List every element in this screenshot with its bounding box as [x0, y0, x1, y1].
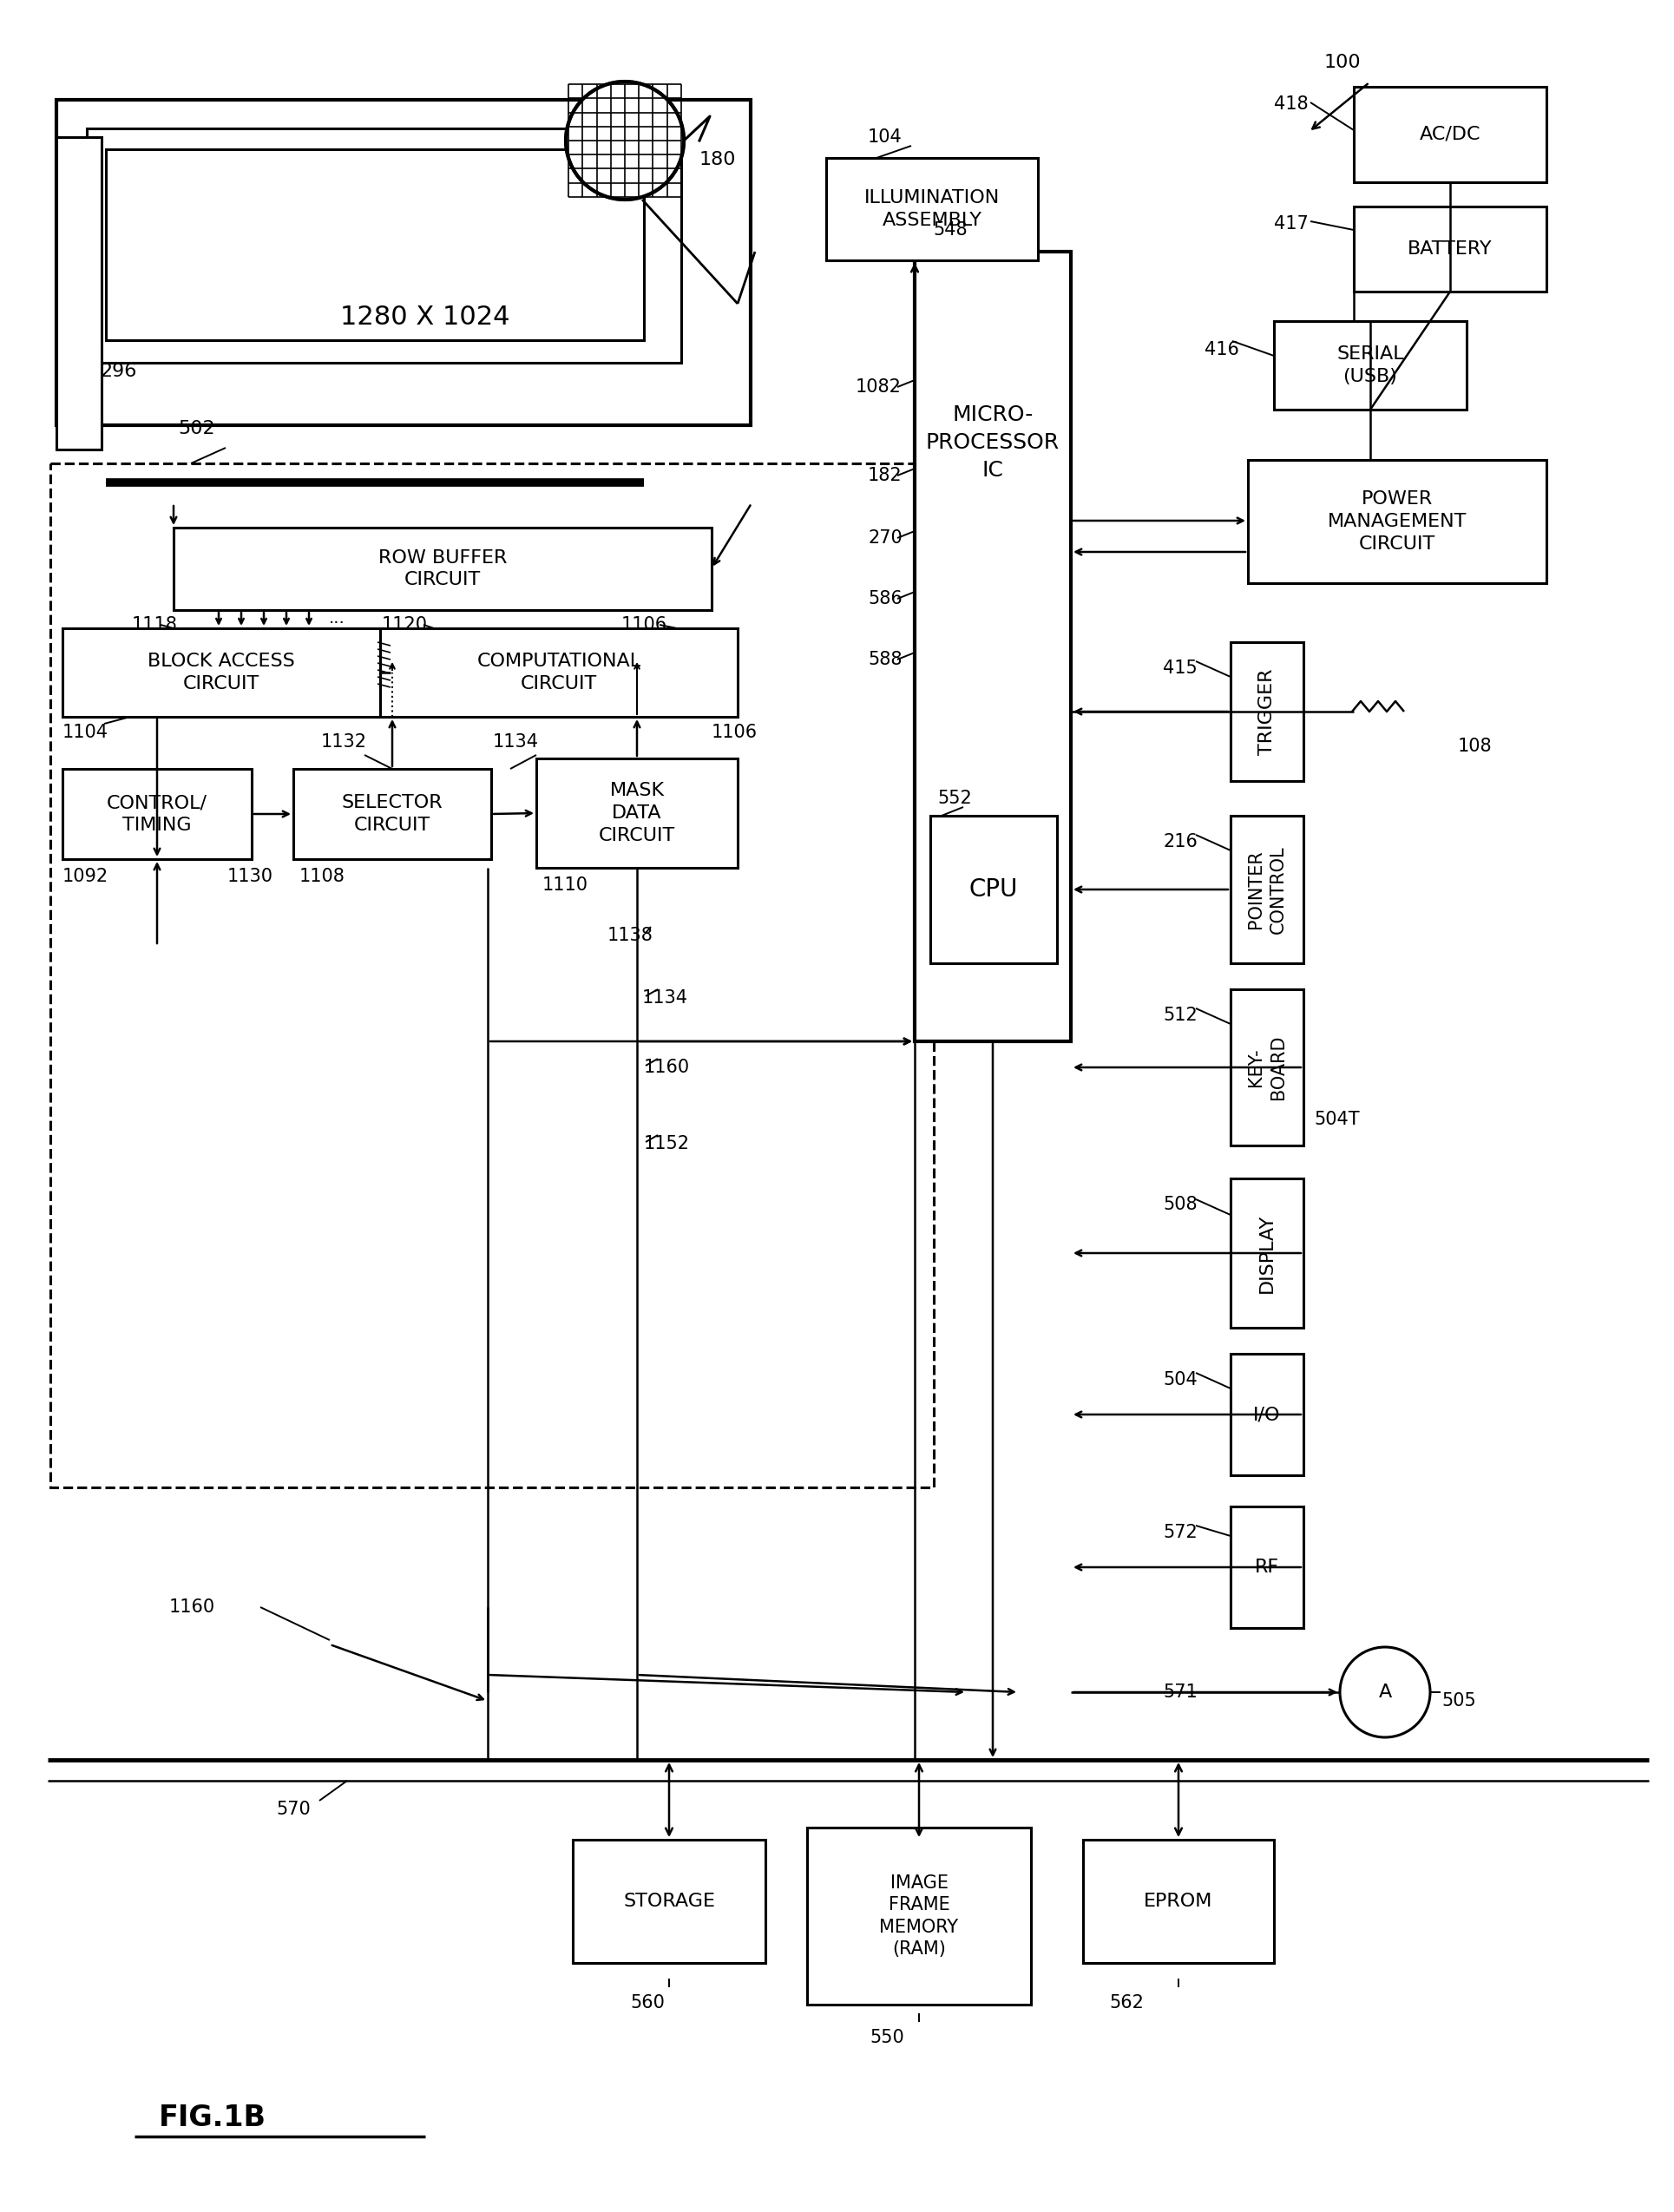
- Text: 417: 417: [1274, 215, 1309, 232]
- Text: 104: 104: [867, 128, 902, 146]
- Bar: [293, 770, 490, 858]
- Bar: [57, 100, 750, 425]
- Bar: [1274, 321, 1466, 409]
- Text: 418: 418: [1274, 95, 1309, 113]
- Text: MICRO-
PROCESSOR
IC: MICRO- PROCESSOR IC: [926, 405, 1060, 480]
- Text: 571: 571: [1163, 1683, 1197, 1701]
- Text: POWER
MANAGEMENT
CIRCUIT: POWER MANAGEMENT CIRCUIT: [1327, 491, 1466, 553]
- Text: 1134: 1134: [492, 734, 539, 750]
- Text: DISPLAY: DISPLAY: [1259, 1214, 1276, 1292]
- Text: 1106: 1106: [711, 723, 758, 741]
- Text: 572: 572: [1163, 1524, 1197, 1542]
- Bar: [1230, 989, 1304, 1146]
- Text: BATTERY: BATTERY: [1408, 241, 1493, 259]
- Text: SERIAL
(USB): SERIAL (USB): [1336, 345, 1404, 385]
- Text: 296: 296: [100, 363, 137, 380]
- Text: ILLUMINATION
ASSEMBLY: ILLUMINATION ASSEMBLY: [864, 190, 999, 228]
- Text: ROW BUFFER
CIRCUIT: ROW BUFFER CIRCUIT: [378, 549, 507, 588]
- Bar: [1230, 641, 1304, 781]
- Bar: [931, 816, 1056, 962]
- Bar: [62, 770, 251, 858]
- Circle shape: [566, 82, 685, 199]
- Text: 180: 180: [700, 150, 737, 168]
- Bar: [1354, 86, 1547, 181]
- Text: 270: 270: [867, 529, 902, 546]
- Bar: [536, 759, 738, 867]
- Text: EPROM: EPROM: [1143, 1893, 1214, 1909]
- Text: 502: 502: [177, 420, 214, 438]
- Text: ...: ...: [328, 611, 345, 626]
- Text: 100: 100: [1324, 53, 1361, 71]
- Text: A: A: [1378, 1683, 1391, 1701]
- Text: 1082: 1082: [855, 378, 902, 396]
- Text: CONTROL/
TIMING: CONTROL/ TIMING: [107, 794, 208, 834]
- Text: POINTER
CONTROL: POINTER CONTROL: [1247, 845, 1287, 933]
- Bar: [174, 529, 711, 611]
- Text: 1160: 1160: [169, 1599, 216, 1615]
- Text: 415: 415: [1163, 659, 1197, 677]
- Text: FIG.1B: FIG.1B: [159, 2104, 266, 2132]
- Text: 550: 550: [870, 2028, 904, 2046]
- Bar: [1230, 816, 1304, 962]
- Text: 1120: 1120: [382, 617, 429, 633]
- Text: 108: 108: [1458, 737, 1492, 754]
- Text: 508: 508: [1163, 1197, 1197, 1212]
- Text: BLOCK ACCESS
CIRCUIT: BLOCK ACCESS CIRCUIT: [147, 653, 295, 692]
- Text: 570: 570: [276, 1801, 310, 1818]
- Text: 1104: 1104: [62, 723, 109, 741]
- Text: 1134: 1134: [643, 989, 688, 1006]
- Text: 1118: 1118: [132, 617, 177, 633]
- Text: I/O: I/O: [1254, 1407, 1281, 1422]
- Bar: [62, 628, 380, 717]
- Text: 1160: 1160: [644, 1060, 690, 1075]
- Bar: [573, 1840, 765, 1962]
- Text: CPU: CPU: [969, 878, 1018, 902]
- Bar: [1083, 1840, 1274, 1962]
- Text: 1110: 1110: [542, 876, 588, 894]
- Bar: [827, 157, 1038, 261]
- Text: STORAGE: STORAGE: [623, 1893, 715, 1909]
- Bar: [105, 148, 644, 341]
- Text: 182: 182: [867, 467, 902, 484]
- Text: 562: 562: [1110, 1995, 1143, 2011]
- Text: 1106: 1106: [621, 617, 668, 633]
- Text: 1138: 1138: [608, 927, 653, 945]
- Bar: [57, 137, 102, 449]
- Text: KEY-
BOARD: KEY- BOARD: [1247, 1035, 1287, 1099]
- Bar: [1230, 1354, 1304, 1475]
- Bar: [914, 252, 1071, 1042]
- Text: 1152: 1152: [644, 1135, 690, 1152]
- Text: 512: 512: [1163, 1006, 1197, 1024]
- Bar: [50, 462, 934, 1486]
- Text: 505: 505: [1441, 1692, 1476, 1710]
- Text: 216: 216: [1163, 834, 1197, 849]
- Text: AC/DC: AC/DC: [1420, 126, 1481, 144]
- Text: MASK
DATA
CIRCUIT: MASK DATA CIRCUIT: [599, 783, 675, 845]
- Text: 1130: 1130: [228, 867, 273, 885]
- Text: 1280 X 1024: 1280 X 1024: [340, 305, 511, 330]
- Text: 504: 504: [1163, 1371, 1197, 1389]
- Text: 586: 586: [867, 591, 902, 608]
- Text: COMPUTATIONAL
CIRCUIT: COMPUTATIONAL CIRCUIT: [477, 653, 641, 692]
- Bar: [1247, 460, 1547, 584]
- Bar: [807, 1827, 1031, 2004]
- Text: IMAGE
FRAME
MEMORY
(RAM): IMAGE FRAME MEMORY (RAM): [879, 1874, 959, 1958]
- Text: 548: 548: [932, 221, 968, 239]
- Bar: [1230, 1179, 1304, 1327]
- Text: 1108: 1108: [300, 867, 345, 885]
- Text: 552: 552: [937, 790, 971, 807]
- Text: RF: RF: [1256, 1559, 1279, 1575]
- Text: 1132: 1132: [321, 734, 367, 750]
- Bar: [1354, 206, 1547, 292]
- Text: 588: 588: [867, 650, 902, 668]
- Text: TRIGGER: TRIGGER: [1259, 668, 1276, 754]
- Bar: [1230, 1506, 1304, 1628]
- Text: SELECTOR
CIRCUIT: SELECTOR CIRCUIT: [341, 794, 444, 834]
- Text: 416: 416: [1205, 341, 1239, 358]
- Bar: [380, 628, 738, 717]
- Text: 1092: 1092: [62, 867, 109, 885]
- Text: 504T: 504T: [1314, 1110, 1359, 1128]
- Bar: [87, 128, 681, 363]
- Text: 560: 560: [629, 1995, 665, 2011]
